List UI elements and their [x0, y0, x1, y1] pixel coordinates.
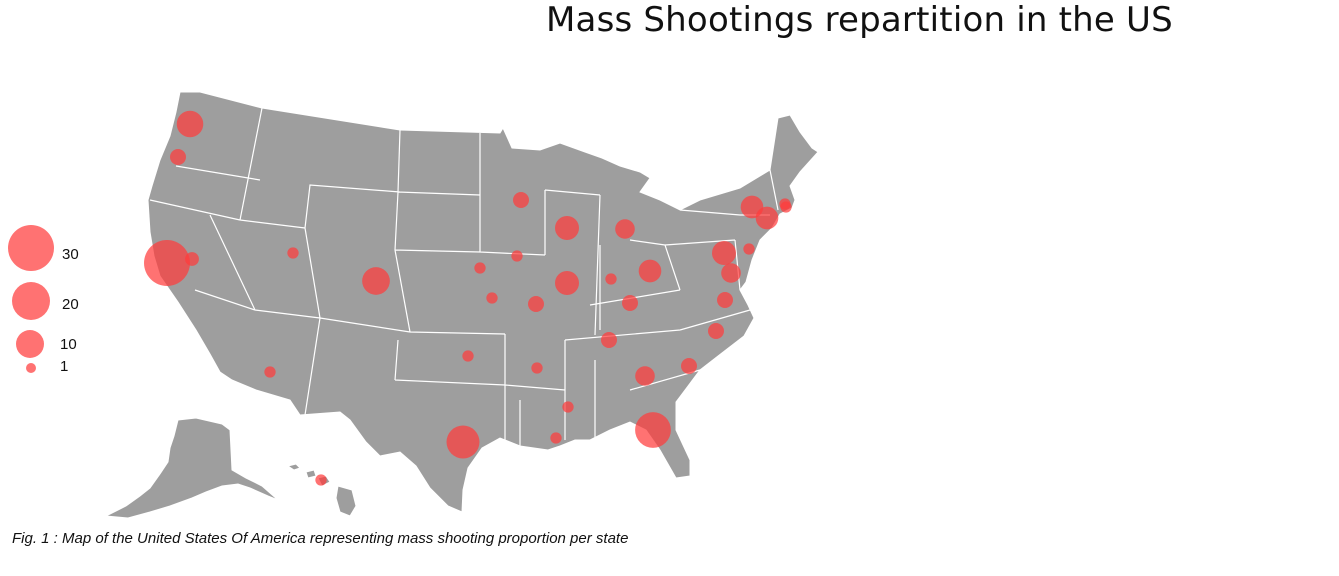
state-bubble-ct [755, 206, 779, 230]
state-borders [149, 107, 779, 446]
state-bubble-mo [528, 296, 544, 312]
state-bubble-nv [185, 252, 199, 266]
alaska-shape [104, 417, 279, 519]
state-bubble-md [721, 263, 741, 283]
state-bubble-ms [562, 401, 574, 413]
state-bubble-ma [779, 198, 791, 210]
state-bubble-tx [446, 425, 480, 459]
state-bubble-pa [712, 241, 736, 265]
state-bubble-ky [622, 295, 638, 311]
state-bubble-ne [474, 262, 486, 274]
state-bubble-ga [635, 366, 655, 386]
state-bubble-hi [315, 474, 327, 486]
legend-label-30: 30 [62, 246, 79, 263]
legend-circle-10 [16, 330, 44, 358]
contiguous-us-shape [147, 91, 819, 513]
state-bubble-co [362, 267, 390, 295]
state-bubble-mi [615, 219, 635, 239]
legend-label-1: 1 [60, 358, 69, 375]
state-bubbles [144, 110, 792, 486]
state-bubble-ia [511, 250, 523, 262]
state-bubble-in [605, 273, 617, 285]
state-bubble-la [550, 432, 562, 444]
state-bubble-or [170, 149, 186, 165]
hawaii-shape [286, 463, 357, 517]
state-bubble-tn [601, 332, 617, 348]
state-border-lines [149, 107, 779, 446]
us-map [104, 91, 819, 519]
state-bubble-wa [176, 110, 204, 138]
state-bubble-ca [144, 240, 190, 286]
state-bubble-nj [743, 243, 755, 255]
state-bubble-il [555, 271, 579, 295]
state-bubble-az [264, 366, 276, 378]
figure-caption: Fig. 1 : Map of the United States Of Ame… [12, 530, 629, 547]
legend-circle-1 [26, 363, 36, 373]
state-bubble-mn [513, 192, 529, 208]
legend-label-10: 10 [60, 336, 77, 353]
bubble-size-legend: 30 20 10 1 [0, 220, 120, 380]
legend-circle-30 [8, 225, 54, 271]
state-bubble-ut [287, 247, 299, 259]
legend-item-30 [8, 225, 54, 271]
legend-item-1 [26, 363, 36, 373]
state-bubble-ok [462, 350, 474, 362]
state-bubble-oh [638, 259, 662, 283]
us-landmass [104, 91, 819, 519]
state-bubble-wi [555, 216, 579, 240]
map-title: Mass Shootings repartition in the US [546, 0, 1173, 40]
state-bubble-fl [635, 412, 671, 448]
state-bubble-ks [486, 292, 498, 304]
legend-label-20: 20 [62, 296, 79, 313]
state-bubble-sc [681, 358, 697, 374]
legend-item-10 [16, 330, 44, 358]
legend-circle-20 [12, 282, 50, 320]
us-map-svg [104, 91, 819, 519]
state-bubble-nc [708, 323, 724, 339]
state-bubble-va [717, 292, 733, 308]
state-bubble-ar [531, 362, 543, 374]
legend-item-20 [12, 282, 50, 320]
